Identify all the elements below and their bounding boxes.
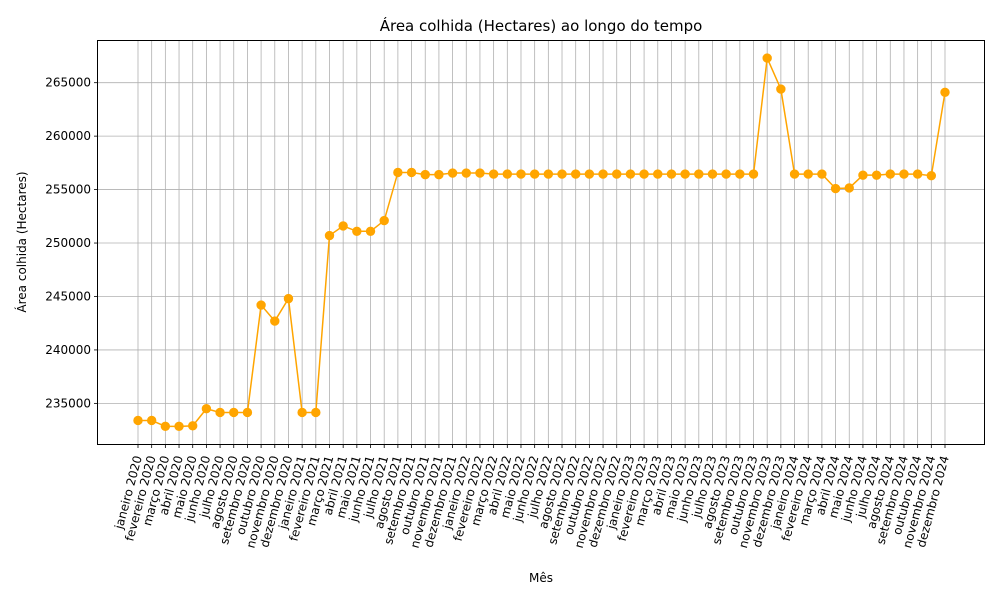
data-point xyxy=(297,407,307,418)
data-point xyxy=(242,407,253,418)
data-point xyxy=(885,169,895,179)
data-point xyxy=(871,170,882,180)
y-tick-label: 255000 xyxy=(45,183,91,197)
data-point xyxy=(543,169,554,179)
data-point xyxy=(570,169,581,179)
data-point xyxy=(817,169,827,179)
data-point xyxy=(146,415,157,426)
data-point xyxy=(324,230,335,241)
x-axis-label: Mês xyxy=(529,571,553,585)
data-point xyxy=(270,316,280,326)
data-point xyxy=(174,421,184,432)
data-point xyxy=(612,169,622,179)
data-point xyxy=(488,169,499,179)
data-point xyxy=(899,169,909,179)
data-point xyxy=(789,169,800,179)
y-tick-label: 235000 xyxy=(45,396,91,410)
y-tick-label: 245000 xyxy=(45,289,91,303)
data-point xyxy=(338,221,348,231)
data-point xyxy=(844,183,854,193)
data-point xyxy=(735,169,745,179)
data-point xyxy=(393,167,403,178)
plot-frame xyxy=(97,40,985,445)
y-tick-label: 265000 xyxy=(45,76,91,90)
data-point xyxy=(406,167,417,178)
data-point xyxy=(352,226,362,236)
data-point xyxy=(584,169,595,179)
data-point xyxy=(475,168,485,178)
data-point xyxy=(201,404,212,414)
y-tick-label: 250000 xyxy=(45,236,91,250)
data-point xyxy=(803,169,813,179)
data-point xyxy=(229,407,239,418)
data-point xyxy=(694,169,704,179)
grid-lines xyxy=(98,41,984,444)
data-point xyxy=(188,421,198,431)
data-point xyxy=(516,169,526,179)
data-point xyxy=(721,169,731,179)
data-point xyxy=(502,169,513,179)
series-line-group xyxy=(133,53,950,432)
data-point xyxy=(830,183,841,194)
data-point xyxy=(666,169,677,179)
data-point xyxy=(461,168,471,178)
data-point xyxy=(420,169,430,180)
data-point xyxy=(133,415,143,426)
y-axis-label: Área colhida (Hectares) xyxy=(14,171,29,312)
data-point xyxy=(365,226,376,236)
data-point xyxy=(529,169,540,179)
data-point xyxy=(625,169,636,179)
data-point xyxy=(748,169,759,179)
data-point xyxy=(639,169,649,179)
data-point xyxy=(762,53,772,63)
data-point xyxy=(858,170,868,180)
data-point xyxy=(283,293,294,304)
data-point xyxy=(434,169,444,180)
data-point xyxy=(160,421,171,432)
data-point xyxy=(912,169,923,179)
y-tick-label: 260000 xyxy=(45,129,91,143)
data-point xyxy=(311,407,321,418)
data-point xyxy=(256,300,266,310)
data-point xyxy=(557,169,567,179)
data-point xyxy=(940,87,950,98)
data-point xyxy=(926,170,937,181)
data-point xyxy=(379,215,389,226)
data-point xyxy=(776,84,786,94)
data-point xyxy=(215,407,225,418)
data-point xyxy=(707,169,718,179)
data-point xyxy=(447,168,458,178)
y-axis-ticks: 235000 240000 245000 250000 255000 260000 2650… xyxy=(45,76,98,410)
chart-title: Área colhida (Hectares) ao longo do temp… xyxy=(380,16,703,35)
y-tick-label: 240000 xyxy=(45,343,91,357)
data-point xyxy=(680,169,690,179)
data-point xyxy=(653,169,663,179)
data-point xyxy=(598,169,608,179)
